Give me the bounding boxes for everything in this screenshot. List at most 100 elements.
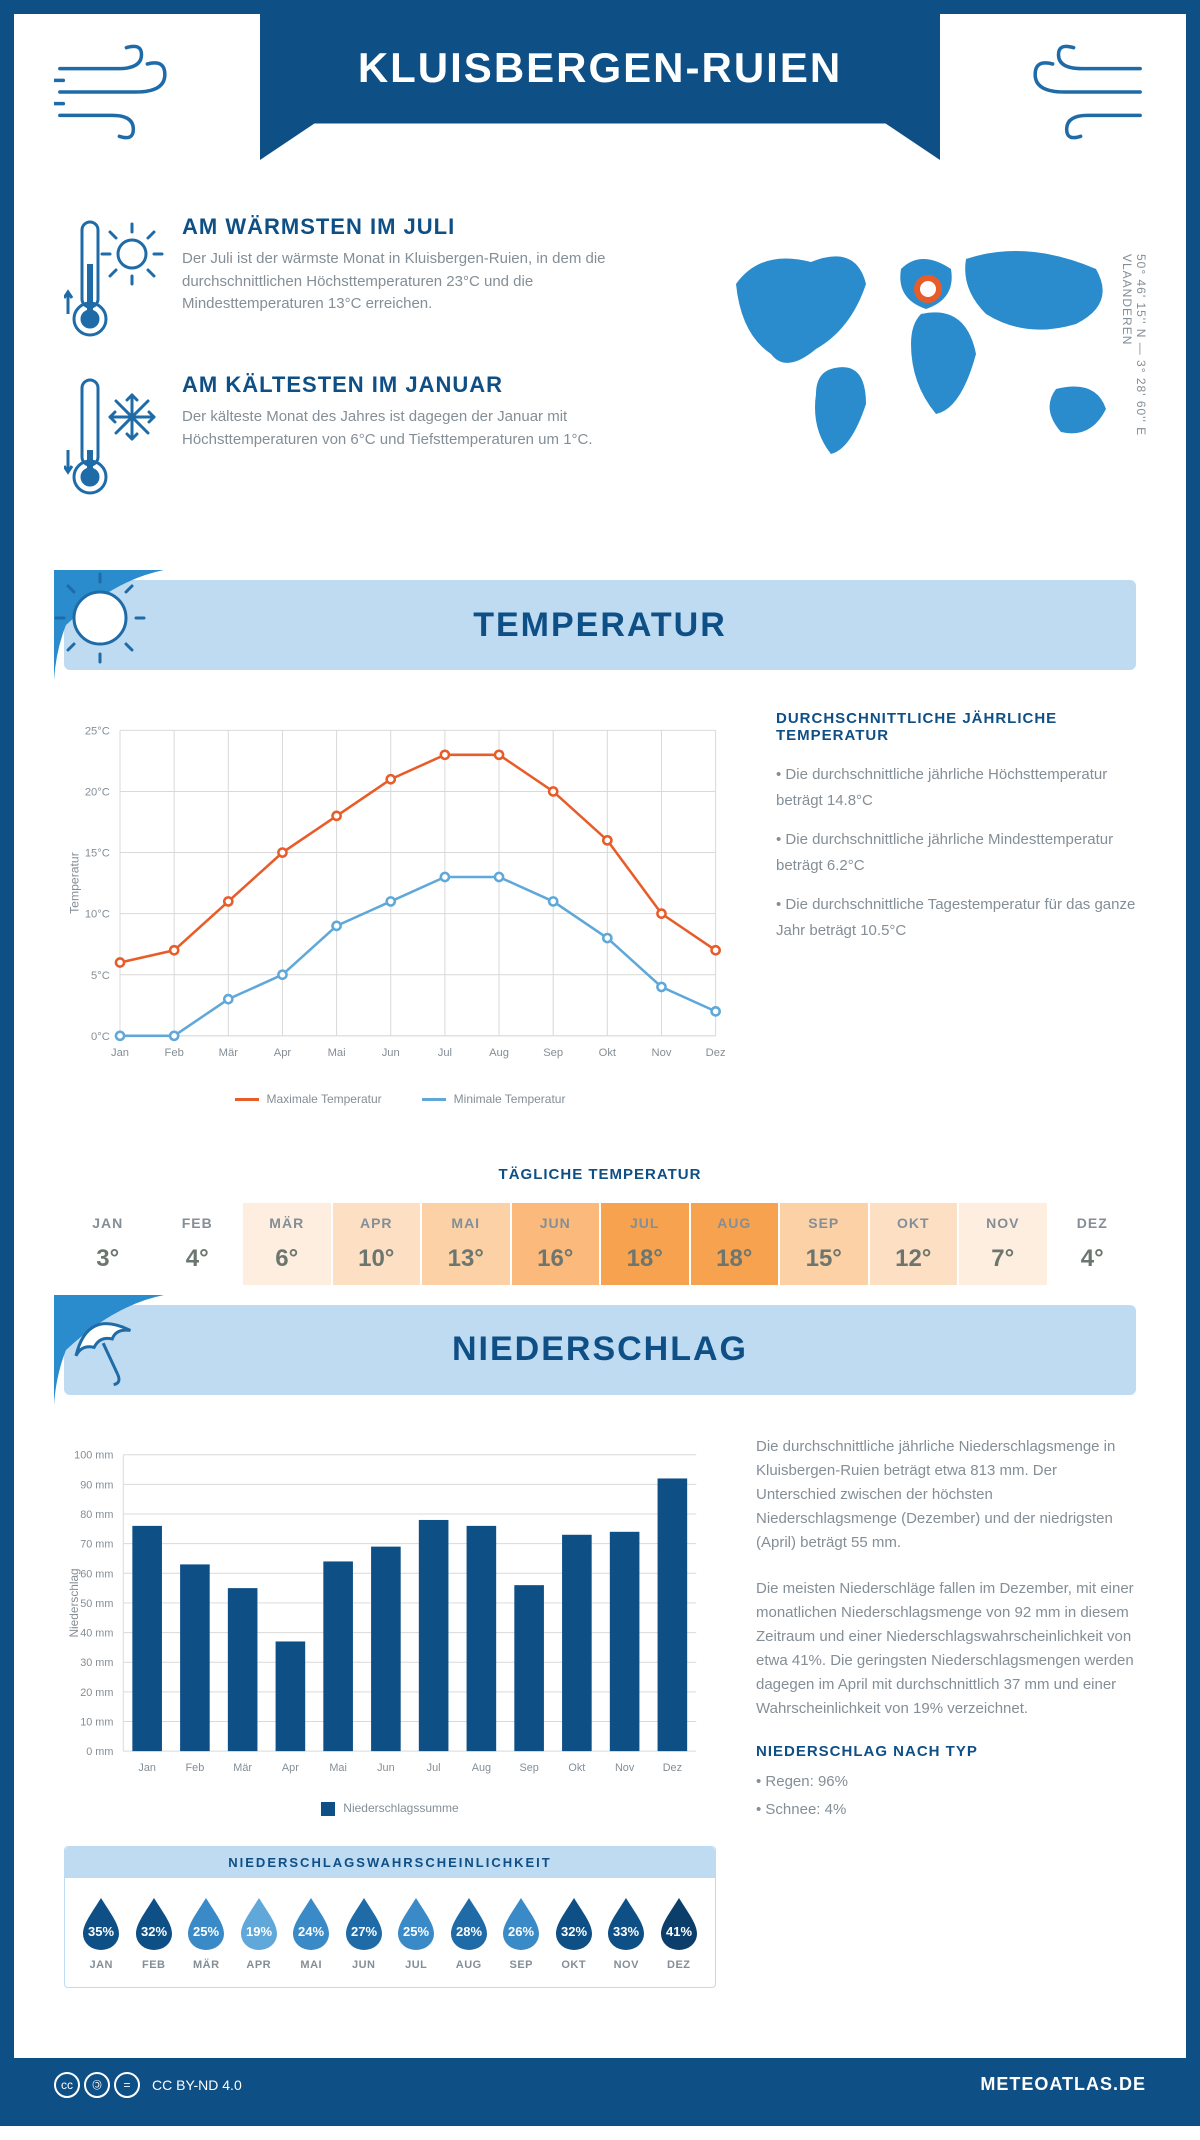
- daily-temp-cell: FEB4°: [154, 1203, 244, 1285]
- temp-info: DURCHSCHNITTLICHE JÄHRLICHE TEMPERATUR •…: [776, 710, 1136, 1106]
- svg-text:Mai: Mai: [329, 1761, 347, 1773]
- svg-text:Apr: Apr: [274, 1047, 292, 1059]
- svg-text:Mär: Mär: [219, 1047, 239, 1059]
- svg-text:10 mm: 10 mm: [80, 1716, 113, 1728]
- svg-text:Feb: Feb: [165, 1047, 184, 1059]
- svg-text:Niederschlag: Niederschlag: [67, 1568, 81, 1637]
- svg-text:5°C: 5°C: [91, 970, 110, 982]
- svg-text:Mär: Mär: [233, 1761, 252, 1773]
- daily-temp-cell: MAI13°: [422, 1203, 512, 1285]
- umbrella-icon: [54, 1295, 164, 1405]
- temp-info-title: DURCHSCHNITTLICHE JÄHRLICHE TEMPERATUR: [776, 710, 1136, 744]
- precip-text-1: Die durchschnittliche jährliche Niedersc…: [756, 1435, 1136, 1555]
- svg-text:Jul: Jul: [438, 1047, 452, 1059]
- precip-type-item: • Regen: 96%: [756, 1770, 1136, 1794]
- precip-text-2: Die meisten Niederschläge fallen im Deze…: [756, 1577, 1136, 1721]
- precip-prob-drop: 19%APR: [233, 1894, 286, 1971]
- daily-temp-cell: MÄR6°: [243, 1203, 333, 1285]
- precip-prob-drop: 32%FEB: [128, 1894, 181, 1971]
- svg-text:15°C: 15°C: [85, 848, 110, 860]
- svg-text:35%: 35%: [88, 1924, 114, 1939]
- thermometer-cold-icon: [64, 372, 164, 502]
- site-name: METEOATLAS.DE: [980, 2074, 1146, 2095]
- svg-text:Aug: Aug: [489, 1047, 509, 1059]
- precip-type-item: • Schnee: 4%: [756, 1798, 1136, 1822]
- precip-info: Die durchschnittliche jährliche Niedersc…: [756, 1435, 1136, 1988]
- svg-text:10°C: 10°C: [85, 909, 110, 921]
- svg-text:Jun: Jun: [377, 1761, 395, 1773]
- svg-text:41%: 41%: [666, 1924, 692, 1939]
- svg-text:24%: 24%: [298, 1924, 324, 1939]
- svg-text:0°C: 0°C: [91, 1031, 110, 1043]
- svg-text:27%: 27%: [351, 1924, 377, 1939]
- daily-temp-cell: JUN16°: [512, 1203, 602, 1285]
- svg-text:0 mm: 0 mm: [86, 1746, 113, 1758]
- precipitation-section: NIEDERSCHLAG 0 mm10 mm20 mm30 mm40 mm50 …: [64, 1305, 1136, 2028]
- precip-prob-drop: 27%JUN: [338, 1894, 391, 1971]
- daily-temp-cell: SEP15°: [780, 1203, 870, 1285]
- daily-temp-cell: JAN3°: [64, 1203, 154, 1285]
- precip-prob-drop: 32%OKT: [548, 1894, 601, 1971]
- temperature-section: TEMPERATUR 0°C 5°C 10°C 15°C 20°C 25°C Jan Feb M…: [64, 580, 1136, 1285]
- precip-prob-drop: 33%NOV: [600, 1894, 653, 1971]
- coordinates-text: 50° 46' 15'' N — 3° 28' 60'' E: [1134, 254, 1148, 436]
- coldest-title: AM KÄLTESTEN IM JANUAR: [182, 372, 676, 398]
- precip-prob-drop: 26%SEP: [495, 1894, 548, 1971]
- title-ribbon: KLUISBERGEN-RUIEN BELGIEN: [260, 14, 940, 160]
- precip-prob-drop: 41%DEZ: [653, 1894, 706, 1971]
- precipitation-bar-chart: 0 mm10 mm20 mm30 mm40 mm50 mm60 mm70 mm8…: [64, 1435, 716, 1791]
- svg-text:19%: 19%: [246, 1924, 272, 1939]
- svg-text:Nov: Nov: [615, 1761, 635, 1773]
- svg-text:Jan: Jan: [111, 1047, 129, 1059]
- svg-text:Aug: Aug: [472, 1761, 491, 1773]
- svg-text:Feb: Feb: [186, 1761, 205, 1773]
- svg-text:Temperatur: Temperatur: [67, 852, 81, 914]
- warmest-text: Der Juli ist der wärmste Monat in Kluisb…: [182, 248, 676, 316]
- svg-text:Nov: Nov: [652, 1047, 672, 1059]
- temp-banner-title: TEMPERATUR: [473, 606, 727, 645]
- svg-text:Okt: Okt: [599, 1047, 617, 1059]
- precip-banner-title: NIEDERSCHLAG: [452, 1330, 748, 1369]
- svg-text:20 mm: 20 mm: [80, 1686, 113, 1698]
- daily-temp-cell: NOV7°: [959, 1203, 1049, 1285]
- precip-prob-drop: 24%MAI: [285, 1894, 338, 1971]
- svg-text:60 mm: 60 mm: [80, 1568, 113, 1580]
- precip-prob-drop: 28%AUG: [443, 1894, 496, 1971]
- svg-text:90 mm: 90 mm: [80, 1479, 113, 1491]
- location-country: BELGIEN: [300, 126, 900, 142]
- header: KLUISBERGEN-RUIEN BELGIEN: [14, 14, 1186, 204]
- svg-text:26%: 26%: [508, 1924, 534, 1939]
- svg-text:Sep: Sep: [543, 1047, 563, 1059]
- precip-legend: Niederschlagssumme: [64, 1801, 716, 1816]
- temperature-line-chart: 0°C 5°C 10°C 15°C 20°C 25°C Jan Feb Mär Apr Mai Jun…: [64, 710, 736, 1106]
- daily-temp-table: TÄGLICHE TEMPERATUR JAN3°FEB4°MÄR6°APR10…: [64, 1166, 1136, 1285]
- precip-prob-drop: 25%JUL: [390, 1894, 443, 1971]
- svg-text:25%: 25%: [193, 1924, 219, 1939]
- svg-text:32%: 32%: [561, 1924, 587, 1939]
- precip-prob-drop: 25%MÄR: [180, 1894, 233, 1971]
- by-icon: 🄯: [84, 2072, 110, 2098]
- svg-text:40 mm: 40 mm: [80, 1627, 113, 1639]
- svg-text:Dez: Dez: [663, 1761, 682, 1773]
- daily-temp-cell: APR10°: [333, 1203, 423, 1285]
- daily-temp-cell: JUL18°: [601, 1203, 691, 1285]
- precip-prob-title: NIEDERSCHLAGSWAHRSCHEINLICHKEIT: [65, 1847, 715, 1878]
- svg-text:Dez: Dez: [706, 1047, 726, 1059]
- svg-text:Jun: Jun: [382, 1047, 400, 1059]
- highlights-section: AM WÄRMSTEN IM JULI Der Juli ist der wär…: [14, 204, 1186, 560]
- world-map: 50° 46' 15'' N — 3° 28' 60'' E VLAANDERE…: [716, 214, 1136, 530]
- svg-text:32%: 32%: [141, 1924, 167, 1939]
- daily-temp-cell: OKT12°: [870, 1203, 960, 1285]
- cc-icons: cc 🄯 =: [54, 2072, 140, 2098]
- sun-icon: [54, 570, 164, 680]
- svg-text:100 mm: 100 mm: [74, 1449, 113, 1461]
- precip-prob-drop: 35%JAN: [75, 1894, 128, 1971]
- svg-text:20°C: 20°C: [85, 787, 110, 799]
- svg-text:Jan: Jan: [138, 1761, 156, 1773]
- footer: cc 🄯 = CC BY-ND 4.0 METEOATLAS.DE: [14, 2058, 1186, 2112]
- svg-text:Mai: Mai: [328, 1047, 346, 1059]
- svg-text:25°C: 25°C: [85, 725, 110, 737]
- wind-icon: [54, 42, 194, 142]
- svg-text:28%: 28%: [456, 1924, 482, 1939]
- svg-text:Jul: Jul: [427, 1761, 441, 1773]
